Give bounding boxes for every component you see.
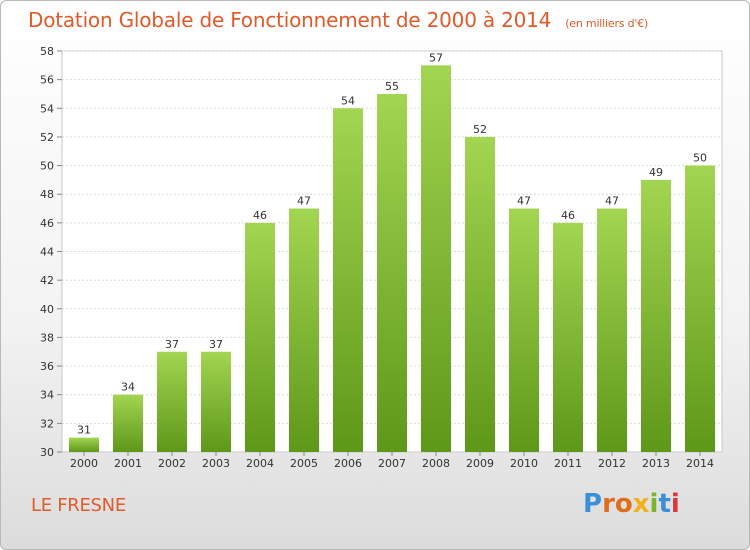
x-tick-label: 2003: [202, 457, 230, 470]
bar-value-label: 49: [649, 166, 663, 179]
y-tick-label: 30: [40, 446, 54, 459]
bar-value-label: 55: [385, 80, 399, 93]
bar: [641, 179, 671, 452]
bar: [245, 222, 275, 452]
bar-value-label: 37: [165, 338, 179, 351]
y-tick-label: 50: [40, 160, 54, 173]
x-tick-label: 2007: [378, 457, 406, 470]
bar: [377, 93, 407, 452]
bar-value-label: 52: [473, 123, 487, 136]
bar-value-label: 47: [605, 195, 619, 208]
x-tick-label: 2008: [422, 457, 450, 470]
logo-letter: i: [649, 489, 659, 519]
x-tick-label: 2009: [466, 457, 494, 470]
y-tick-label: 42: [40, 274, 54, 287]
bar-value-label: 47: [297, 195, 311, 208]
logo-letter: P: [583, 489, 603, 519]
bars: 31 34 37 37 46 47 54 55 57 52 47 46 47 49 50: [69, 51, 715, 453]
logo-letter: x: [632, 489, 650, 519]
bar: [69, 437, 99, 452]
bar: [157, 351, 187, 452]
bar-value-label: 34: [121, 381, 135, 394]
x-tick-label: 2012: [598, 457, 626, 470]
x-tick-label: 2000: [70, 457, 98, 470]
x-tick-label: 2013: [642, 457, 670, 470]
x-tick-label: 2006: [334, 457, 362, 470]
logo-letter: o: [614, 489, 633, 519]
bar: [333, 108, 363, 453]
bar: [289, 208, 319, 452]
x-tick-label: 2014: [686, 457, 714, 470]
bar: [465, 136, 495, 452]
bar-value-label: 57: [429, 51, 443, 64]
y-tick-label: 48: [40, 188, 54, 201]
bar: [509, 208, 539, 452]
logo-letter: i: [670, 489, 680, 519]
x-axis: 2000 2001 2002 2003 2004 2005 2006 2007 2008 2009…: [70, 452, 714, 470]
bar-value-label: 54: [341, 94, 355, 107]
bar-value-label: 50: [693, 152, 707, 165]
bar: [553, 222, 583, 452]
y-axis: 30 32 34 36 38 40 42 44 46 48 50 52 54 56 58: [40, 45, 62, 459]
chart-subtitle: (en milliers d'€): [565, 17, 649, 30]
bar: [685, 165, 715, 453]
chart-title: Dotation Globale de Fonctionnement de 20…: [28, 8, 648, 32]
x-tick-label: 2005: [290, 457, 318, 470]
proxiti-logo[interactable]: Proxiti: [583, 489, 680, 519]
y-tick-label: 44: [40, 246, 54, 259]
y-tick-label: 36: [40, 360, 54, 373]
x-tick-label: 2010: [510, 457, 538, 470]
y-tick-label: 40: [40, 303, 54, 316]
y-tick-label: 32: [40, 417, 54, 430]
x-tick-label: 2002: [158, 457, 186, 470]
commune-name: LE FRESNE: [31, 495, 126, 516]
y-tick-label: 34: [40, 389, 54, 402]
chart-title-text: Dotation Globale de Fonctionnement de 20…: [28, 8, 552, 32]
y-tick-label: 38: [40, 331, 54, 344]
bar-value-label: 46: [561, 209, 575, 222]
bar: [113, 394, 143, 452]
logo-letter: r: [602, 489, 615, 519]
logo-letter: t: [658, 489, 671, 519]
y-tick-label: 52: [40, 131, 54, 144]
x-tick-label: 2011: [554, 457, 582, 470]
y-tick-label: 54: [40, 102, 54, 115]
x-tick-label: 2004: [246, 457, 274, 470]
x-tick-label: 2001: [114, 457, 142, 470]
bar-value-label: 46: [253, 209, 267, 222]
y-tick-label: 58: [40, 45, 54, 58]
bar-value-label: 31: [77, 424, 91, 437]
y-tick-label: 46: [40, 217, 54, 230]
bar: [421, 65, 451, 453]
bar: [597, 208, 627, 452]
y-tick-label: 56: [40, 74, 54, 87]
bar-value-label: 37: [209, 338, 223, 351]
bar: [201, 351, 231, 452]
bar-value-label: 47: [517, 195, 531, 208]
